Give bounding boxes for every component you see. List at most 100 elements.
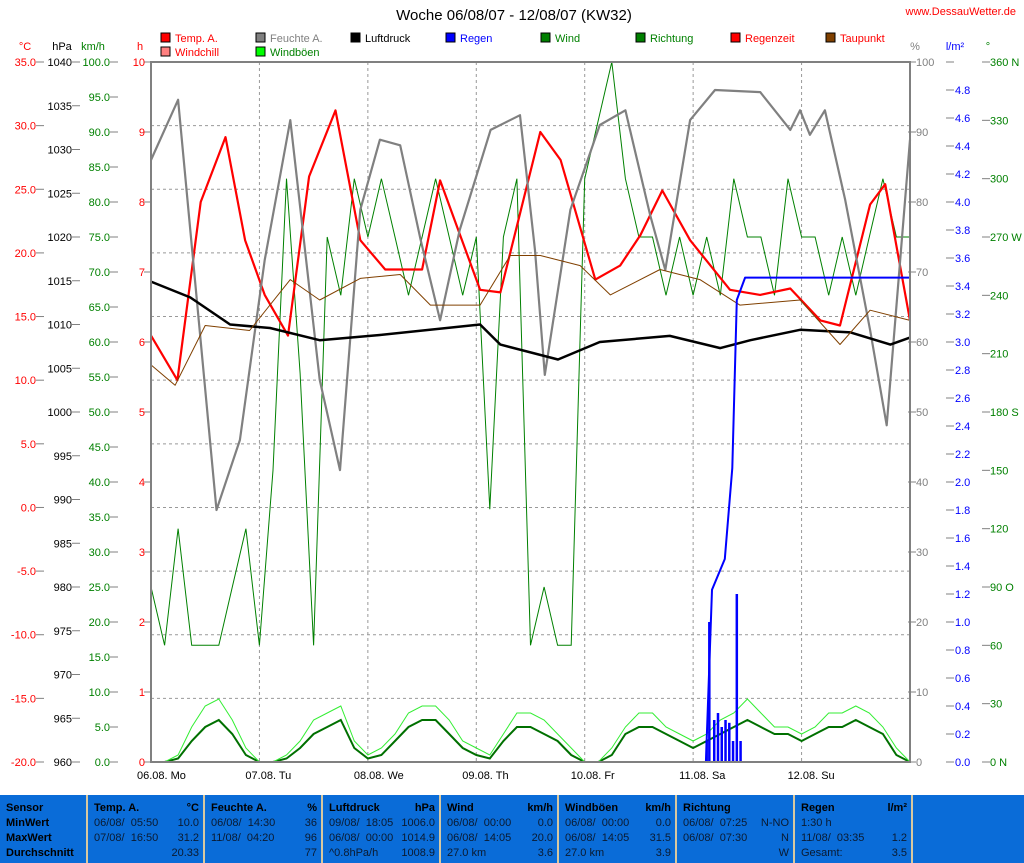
axis-tick-label-pressure: 990 bbox=[54, 495, 72, 507]
axis-tick-label-humidity: 100 bbox=[916, 57, 934, 69]
axis-tick-label-pressure: 1015 bbox=[48, 276, 72, 288]
legend-swatch bbox=[160, 32, 171, 43]
axis-tick-label-temp: -10.0 bbox=[11, 630, 36, 642]
axis-tick-label-rain: 3.8 bbox=[955, 225, 970, 237]
legend-swatch bbox=[730, 32, 741, 43]
stats-cell: 1:30 h bbox=[801, 817, 832, 829]
axis-tick-label-wind: 40.0 bbox=[89, 477, 110, 489]
axis-tick-label-pressure: 1030 bbox=[48, 145, 72, 157]
stats-row: 1:30 h bbox=[801, 816, 907, 831]
axis-tick-label-temp: -5.0 bbox=[17, 566, 36, 578]
stats-header-name: Luftdruck bbox=[329, 802, 380, 814]
site-link[interactable]: www.DessauWetter.de bbox=[905, 6, 1016, 18]
legend-label: Regenzeit bbox=[745, 33, 795, 45]
stats-row: MinWert bbox=[6, 816, 82, 831]
legend-swatch bbox=[160, 46, 171, 57]
stats-table: Sensor MinWert MaxWert Durchschnitt Temp. A.… bbox=[0, 795, 1024, 863]
axis-tick-label-humidity: 50 bbox=[916, 407, 928, 419]
weather-chart: Woche 06/08/07 - 12/08/07 (KW32) www.Des… bbox=[11, 6, 1022, 782]
stats-row: 06/08/ 00:00 1014.9 bbox=[329, 831, 435, 846]
plot-frame bbox=[150, 61, 911, 763]
axis-tick-label-pressure: 1035 bbox=[48, 101, 72, 113]
axis-tick-label-direction: 330 bbox=[990, 115, 1008, 127]
stats-row: 06/08/ 00:00 0.0 bbox=[447, 816, 553, 831]
legend-swatch bbox=[445, 32, 456, 43]
stats-column: Windböen km/h 06/08/ 00:00 0.0 06/08/ 14:05 3… bbox=[559, 795, 677, 863]
axis-tick-label-rain: 2.0 bbox=[955, 477, 970, 489]
axis-tick-label-rain: 2.8 bbox=[955, 365, 970, 377]
axis-tick-label-wind: 45.0 bbox=[89, 442, 110, 454]
stats-cell: 06/08/ 07:25 bbox=[683, 817, 748, 829]
axis-tick-label-temp: 0.0 bbox=[21, 502, 36, 514]
stats-row: 06/08/ 14:05 20.0 bbox=[447, 831, 553, 846]
stats-header-name: Regen bbox=[801, 802, 835, 814]
stats-cell: 11/08/ 03:35 bbox=[801, 832, 865, 844]
stats-cell: 10.0 bbox=[177, 817, 199, 829]
axis-tick-label-humidity: 70 bbox=[916, 267, 928, 279]
stats-row: 06/08/ 05:50 10.0 bbox=[94, 816, 199, 831]
stats-cell: 1.2 bbox=[891, 832, 907, 844]
axis-tick-label-hours: 5 bbox=[139, 407, 145, 419]
axis-tick-label-humidity: 30 bbox=[916, 547, 928, 559]
legend-label: Temp. A. bbox=[175, 33, 218, 45]
axis-tick-label-wind: 30.0 bbox=[89, 547, 110, 559]
axis-tick-label-hours: 6 bbox=[139, 337, 145, 349]
axis-tick-label-wind: 5.0 bbox=[95, 722, 110, 734]
stats-header-unit: l/m² bbox=[887, 802, 907, 814]
axis-tick-label-pressure: 975 bbox=[54, 626, 72, 638]
axis-tick-label-temp: 35.0 bbox=[15, 57, 36, 69]
x-tick-label: 07.08. Tu bbox=[245, 770, 291, 782]
axis-tick-label-hours: 3 bbox=[139, 547, 145, 559]
axis-tick-label-temp: 30.0 bbox=[15, 121, 36, 133]
axis-tick-label-wind: 90.0 bbox=[89, 127, 110, 139]
stats-column: Wind km/h 06/08/ 00:00 0.0 06/08/ 14:05 20.0 2… bbox=[441, 795, 559, 863]
stats-header: Temp. A. °C bbox=[94, 801, 199, 816]
axis-tick-label-wind: 25.0 bbox=[89, 582, 110, 594]
stats-row: 11/08/ 03:35 1.2 bbox=[801, 831, 907, 846]
stats-cell: 3.9 bbox=[655, 847, 671, 859]
stats-row: MaxWert bbox=[6, 831, 82, 846]
legend-label: Luftdruck bbox=[365, 33, 411, 45]
stats-header-name: Feuchte A. bbox=[211, 802, 267, 814]
stats-cell: 1008.9 bbox=[401, 847, 435, 859]
series-windchill bbox=[150, 109, 911, 381]
stats-cell: 11/08/ 04:20 bbox=[211, 832, 275, 844]
stats-row: 27.0 km 3.9 bbox=[565, 846, 671, 861]
stats-column: Regen l/m² 1:30 h 11/08/ 03:35 1.2 Gesamt: 3.5 bbox=[795, 795, 913, 863]
axis-tick-label-temp: 5.0 bbox=[21, 439, 36, 451]
axis-tick-label-direction: 0 N bbox=[990, 757, 1007, 769]
axis-tick-label-rain: 1.8 bbox=[955, 505, 970, 517]
stats-cell: 09/08/ 18:05 bbox=[329, 817, 394, 829]
axis-tick-label-wind: 65.0 bbox=[89, 302, 110, 314]
stats-cell: 36 bbox=[304, 817, 317, 829]
axis-tick-label-hours: 9 bbox=[139, 127, 145, 139]
axis-unit-direction: ° bbox=[986, 41, 990, 53]
stats-cell: 0.0 bbox=[537, 817, 553, 829]
stats-row: 06/08/ 07:25 N-NO bbox=[683, 816, 789, 831]
stats-cell: 77 bbox=[304, 847, 317, 859]
stats-header: Richtung bbox=[683, 801, 789, 816]
legend-label: Wind bbox=[555, 33, 580, 45]
x-tick-label: 06.08. Mo bbox=[137, 770, 186, 782]
axis-tick-label-direction: 90 O bbox=[990, 582, 1014, 594]
axis-tick-label-hours: 8 bbox=[139, 197, 145, 209]
axis-tick-label-rain: 1.2 bbox=[955, 589, 970, 601]
axis-unit-pressure: hPa bbox=[52, 41, 72, 53]
stats-row: 77 bbox=[211, 846, 317, 861]
stats-header-unit: km/h bbox=[527, 802, 553, 814]
axis-tick-label-wind: 50.0 bbox=[89, 407, 110, 419]
axis-tick-label-rain: 2.4 bbox=[955, 421, 970, 433]
axis-tick-label-rain: 0.0 bbox=[955, 757, 970, 769]
series-luftdruck bbox=[150, 280, 911, 361]
legend-label: Richtung bbox=[650, 33, 693, 45]
legend-item: Regenzeit bbox=[730, 32, 795, 45]
stats-row: W bbox=[683, 846, 789, 861]
axis-tick-label-pressure: 985 bbox=[54, 538, 72, 550]
stats-header-unit: hPa bbox=[414, 802, 435, 814]
stats-cell: 0.0 bbox=[655, 817, 671, 829]
stats-row: 06/08/ 14:30 36 bbox=[211, 816, 317, 831]
legend-swatch bbox=[350, 32, 361, 43]
legend-swatch bbox=[255, 46, 266, 57]
axis-tick-label-temp: 10.0 bbox=[15, 375, 36, 387]
legend-swatch bbox=[635, 32, 646, 43]
